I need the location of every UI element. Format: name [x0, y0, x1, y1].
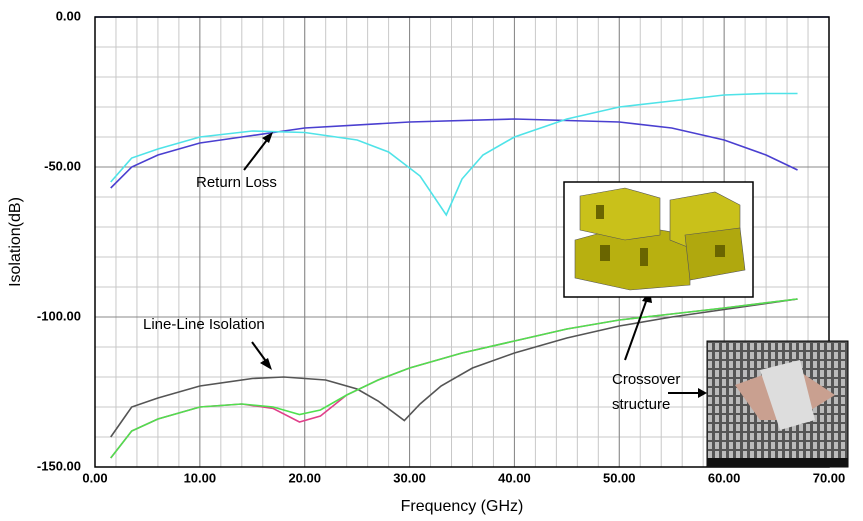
model-image	[564, 182, 753, 297]
y-tick-label: -150.00	[37, 458, 81, 473]
x-axis-label: Frequency (GHz)	[401, 498, 524, 515]
sem-image	[707, 341, 848, 467]
arrowhead	[698, 388, 707, 398]
arrowhead	[260, 358, 272, 370]
y-tick-label: 0.00	[56, 8, 81, 23]
x-tick-label: 60.00	[708, 470, 741, 485]
x-tick-label: 20.00	[288, 470, 321, 485]
chart: Frequency (GHz) Isolation(dB) Return Los…	[0, 0, 863, 521]
arrow	[625, 296, 648, 360]
annotation: Crossover	[612, 371, 680, 388]
x-tick-label: 40.00	[498, 470, 531, 485]
x-tick-label: 50.00	[603, 470, 636, 485]
y-tick-label: -50.00	[44, 158, 81, 173]
annotation: Return Loss	[196, 174, 277, 191]
x-tick-label: 30.00	[393, 470, 426, 485]
arrow	[244, 136, 270, 170]
x-tick-label: 10.00	[184, 470, 217, 485]
y-tick-label: -100.00	[37, 308, 81, 323]
x-tick-label: 70.00	[813, 470, 846, 485]
annotation: Line-Line Isolation	[143, 316, 265, 333]
x-tick-label: 0.00	[82, 470, 107, 485]
page: {"chart_data": {"type": "line", "xlabel"…	[0, 0, 863, 521]
annotation: structure	[612, 396, 670, 413]
y-axis-label: Isolation(dB)	[7, 197, 24, 287]
